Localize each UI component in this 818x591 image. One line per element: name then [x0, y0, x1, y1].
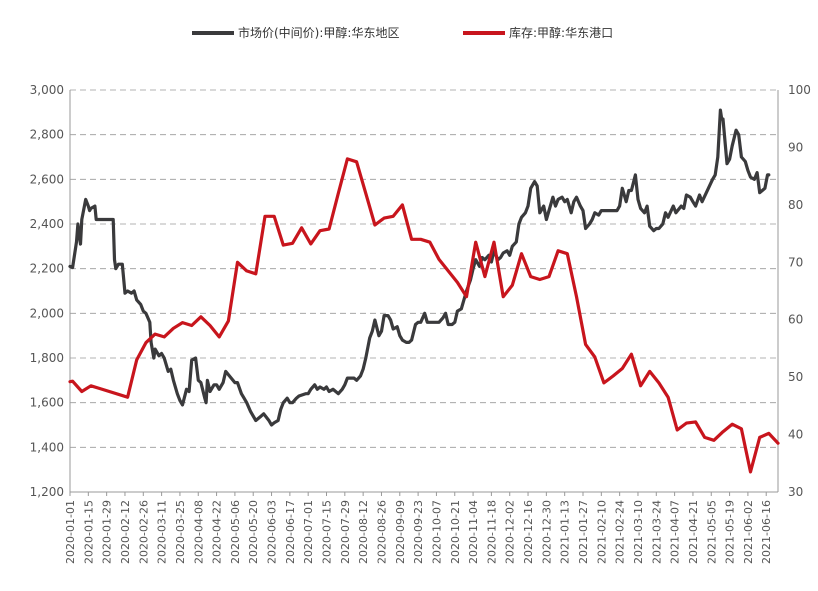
x-tick-label: 2020-06-03 [266, 500, 279, 564]
x-tick-label: 2020-01-01 [64, 500, 77, 564]
legend-swatch-price [192, 30, 234, 35]
y-left-tick-label: 1,800 [30, 351, 64, 365]
x-tick-label: 2020-10-07 [430, 500, 443, 564]
x-tick-label: 2020-11-04 [467, 500, 480, 564]
series-line-price [68, 108, 771, 427]
x-tick-label: 2020-03-25 [174, 500, 187, 564]
y-left-tick-label: 1,200 [30, 485, 64, 499]
x-tick-label: 2020-07-15 [321, 500, 334, 564]
legend-swatch-inventory [463, 30, 505, 35]
y-right-tick-label: 50 [788, 370, 803, 384]
x-tick-label: 2021-04-21 [687, 500, 700, 564]
left-y-axis-ticks: 1,200 1,400 1,600 1,800 2,000 2,200 2,400 2,600… [30, 83, 64, 499]
x-tick-label: 2020-12-16 [522, 500, 535, 564]
x-tick-label: 2020-04-08 [192, 500, 205, 564]
legend-label-price: 市场价(中间价):甲醇:华东地区 [238, 26, 400, 40]
x-tick-label: 2020-04-22 [211, 500, 224, 564]
y-right-tick-label: 90 [788, 140, 803, 154]
legend-item-price: 市场价(中间价):甲醇:华东地区 [192, 24, 399, 41]
x-tick-label: 2020-02-12 [119, 500, 132, 564]
y-left-tick-label: 1,400 [30, 440, 64, 454]
x-tick-label: 2020-06-17 [284, 500, 297, 564]
y-left-tick-label: 2,200 [30, 262, 64, 276]
y-left-tick-label: 1,600 [30, 396, 64, 410]
y-right-tick-label: 70 [788, 255, 803, 269]
x-tick-label: 2021-01-13 [559, 500, 572, 564]
x-tick-label: 2021-06-02 [742, 500, 755, 564]
x-tick-label: 2020-12-30 [540, 500, 553, 564]
x-tick-label: 2020-01-29 [101, 500, 114, 564]
series-lines [68, 108, 780, 474]
x-tick-label: 2020-11-18 [485, 500, 498, 564]
x-tick-label: 2020-05-20 [247, 500, 260, 564]
x-tick-label: 2021-02-10 [595, 500, 608, 564]
x-tick-label: 2020-08-26 [375, 500, 388, 564]
right-y-axis-ticks: 30 40 50 60 70 80 90 100 [788, 83, 811, 499]
x-tick-label: 2021-06-16 [760, 500, 773, 564]
y-left-tick-label: 2,600 [30, 172, 64, 186]
x-axis-ticks: 2020-01-01 2020-01-15 2020-01-29 2020-02-12… [64, 492, 773, 564]
x-tick-label: 2020-05-06 [229, 500, 242, 564]
x-tick-label: 2021-02-24 [614, 500, 627, 564]
x-tick-label: 2020-10-21 [449, 500, 462, 564]
x-tick-label: 2021-04-07 [669, 500, 682, 564]
y-right-tick-label: 80 [788, 198, 803, 212]
y-right-tick-label: 60 [788, 313, 803, 327]
legend-item-inventory: 库存:甲醇:华东港口 [463, 24, 613, 41]
y-right-tick-label: 100 [788, 83, 811, 97]
x-tick-label: 2020-12-02 [504, 500, 517, 564]
legend: 市场价(中间价):甲醇:华东地区 库存:甲醇:华东港口 [0, 24, 818, 44]
axes [69, 90, 779, 493]
x-tick-label: 2020-07-29 [339, 500, 352, 564]
x-tick-label: 2021-05-19 [724, 500, 737, 564]
x-tick-label: 2021-01-27 [577, 500, 590, 564]
x-tick-label: 2020-01-15 [82, 500, 95, 564]
x-tick-label: 2020-02-26 [137, 500, 150, 564]
y-right-tick-label: 30 [788, 485, 803, 499]
y-left-tick-label: 2,800 [30, 128, 64, 142]
y-right-tick-label: 40 [788, 428, 803, 442]
legend-label-inventory: 库存:甲醇:华东港口 [509, 26, 614, 40]
y-left-tick-label: 2,400 [30, 217, 64, 231]
x-tick-label: 2020-09-09 [394, 500, 407, 564]
x-tick-label: 2020-07-01 [302, 500, 315, 564]
x-tick-label: 2021-03-10 [632, 500, 645, 564]
y-left-tick-label: 3,000 [30, 83, 64, 97]
x-tick-label: 2021-05-05 [705, 500, 718, 564]
x-tick-label: 2020-03-11 [156, 500, 169, 564]
y-left-tick-label: 2,000 [30, 306, 64, 320]
x-tick-label: 2020-08-12 [357, 500, 370, 564]
x-tick-label: 2021-03-24 [650, 500, 663, 564]
x-tick-label: 2020-09-23 [412, 500, 425, 564]
series-line-inventory [68, 157, 780, 474]
